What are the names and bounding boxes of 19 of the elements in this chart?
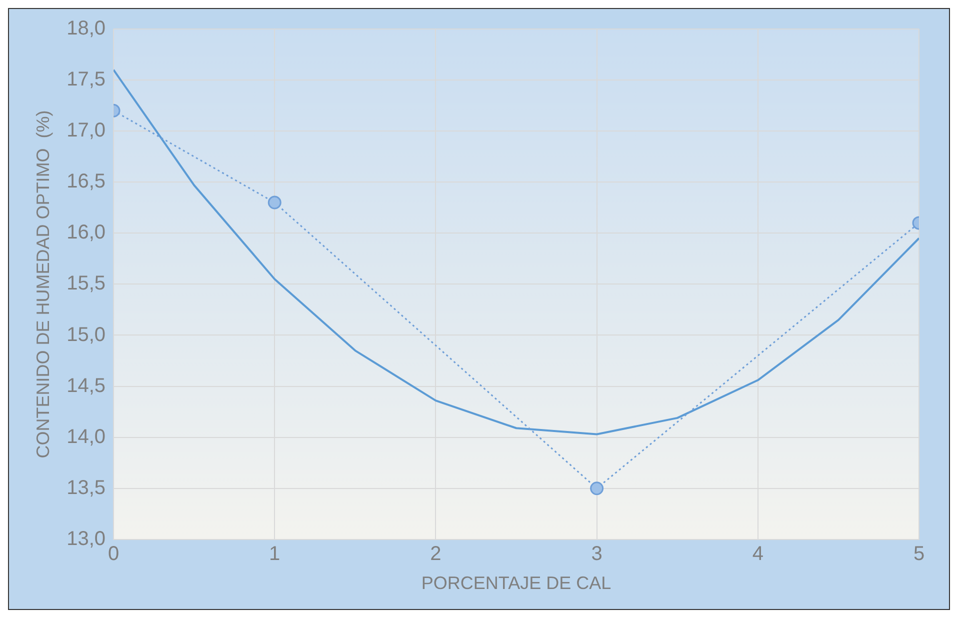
y-tick-label: 13,0 (66, 528, 106, 550)
y-tick-label: 16,5 (66, 170, 106, 193)
x-tick-label: 2 (430, 542, 442, 565)
y-tick-label: 15,0 (66, 324, 106, 346)
y-tick-label: 13,5 (66, 476, 106, 499)
y-tick-label: 17,0 (66, 120, 106, 142)
y-tick-label: 14,0 (66, 426, 106, 448)
x-tick-label: 5 (913, 542, 925, 565)
y-axis-title: CONTENIDO DE HUMEDAD OPTIMO (%) (32, 110, 53, 458)
y-tick-label: 16,0 (66, 222, 106, 244)
y-tick-label: 17,5 (66, 68, 106, 91)
x-tick-label: 1 (269, 542, 280, 565)
x-tick-label: 3 (591, 542, 602, 565)
y-tick-label: 18,0 (66, 18, 106, 40)
y-tick-label: 15,5 (66, 272, 106, 295)
x-tick-label: 4 (752, 542, 764, 565)
y-tick-label: 14,5 (66, 374, 106, 397)
x-tick-label: 0 (108, 542, 120, 565)
x-axis-title: PORCENTAJE DE CAL (421, 573, 612, 594)
